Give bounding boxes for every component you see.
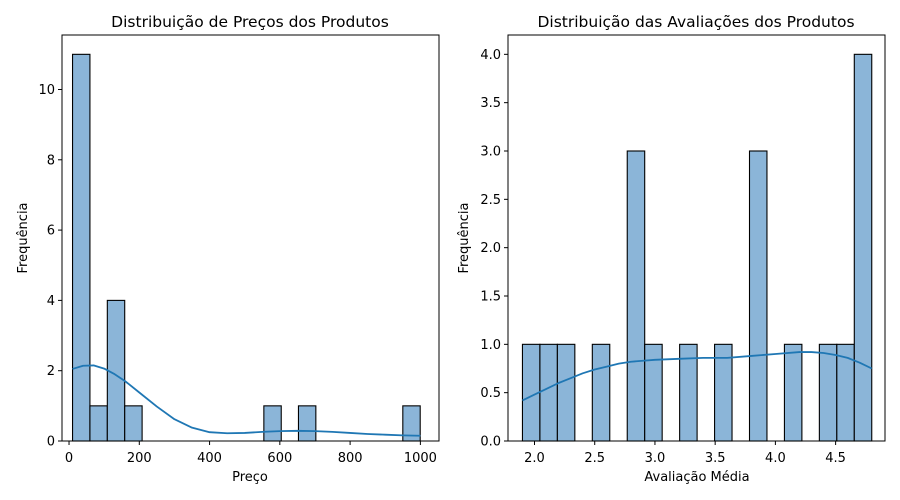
x-tick-label: 2.5 [584, 451, 605, 466]
histogram-bar [297, 405, 317, 442]
histogram-bar [71, 53, 91, 442]
histogram-bar [89, 405, 108, 442]
x-tick-label: 2.0 [524, 451, 545, 466]
histogram-bar [783, 343, 803, 442]
chart-title: Distribuição de Preços dos Produtos [111, 13, 389, 31]
kde-line [72, 364, 421, 437]
y-tick-label: 2.0 [480, 241, 501, 256]
y-tick-label: 0.0 [480, 435, 501, 450]
histogram-bar [818, 343, 838, 442]
kde-line [522, 351, 873, 402]
histogram-bar [539, 343, 558, 442]
y-axis-label: Frequência [16, 202, 31, 273]
histogram-bar [626, 150, 646, 442]
x-tick-label: 1000 [404, 451, 437, 466]
x-tick-label: 0 [65, 451, 73, 466]
histogram-bar [591, 343, 611, 442]
x-tick-label: 3.0 [645, 451, 666, 466]
y-tick-label: 8 [47, 153, 55, 168]
chart-ratings: Distribuição das Avaliações dos Produtos… [457, 13, 886, 485]
y-tick-label: 2 [47, 364, 55, 379]
y-tick-label: 0.5 [480, 386, 501, 401]
y-tick-label: 4 [47, 294, 55, 309]
histogram-bar [714, 343, 733, 442]
x-tick-label: 3.5 [705, 451, 726, 466]
y-tick-label: 0 [47, 435, 55, 450]
y-axis-label: Frequência [457, 202, 472, 273]
y-tick-label: 3.0 [480, 145, 501, 160]
y-tick-label: 1.0 [480, 338, 501, 353]
x-axis-label: Preço [232, 470, 268, 485]
plot-area: 2.0 2.5 3.0 3.5 4.0 4.5 0.0 0.5 1.0 1.5 2.0 2.5 3.0 3… [480, 34, 886, 466]
chart-prices: Distribuição de Preços dos Produtos 0 200… [16, 13, 440, 485]
histogram-bar [263, 405, 282, 442]
plot-area: 0 200 400 600 800 1000 0 2 4 6 8 10 [38, 34, 440, 466]
x-tick-label: 800 [338, 451, 363, 466]
x-tick-label: 200 [127, 451, 152, 466]
y-tick-label: 2.5 [480, 193, 501, 208]
y-tick-label: 3.5 [480, 96, 501, 111]
y-tick-label: 6 [47, 224, 55, 239]
histogram-bar [748, 150, 768, 442]
x-tick-label: 4.0 [765, 451, 786, 466]
histogram-bar [853, 53, 873, 442]
y-tick-label: 1.5 [480, 290, 501, 305]
x-axis-label: Avaliação Média [644, 470, 749, 485]
histogram-bar [124, 405, 143, 442]
chart-title: Distribuição das Avaliações dos Produtos [537, 13, 854, 31]
x-tick-label: 600 [267, 451, 292, 466]
y-tick-label: 4.0 [480, 48, 501, 63]
histogram-bar [556, 343, 576, 442]
x-tick-label: 4.5 [825, 451, 846, 466]
axes-frame [507, 34, 886, 442]
x-tick-label: 400 [197, 451, 222, 466]
y-tick-label: 10 [38, 83, 55, 98]
axes-frame [61, 34, 440, 442]
